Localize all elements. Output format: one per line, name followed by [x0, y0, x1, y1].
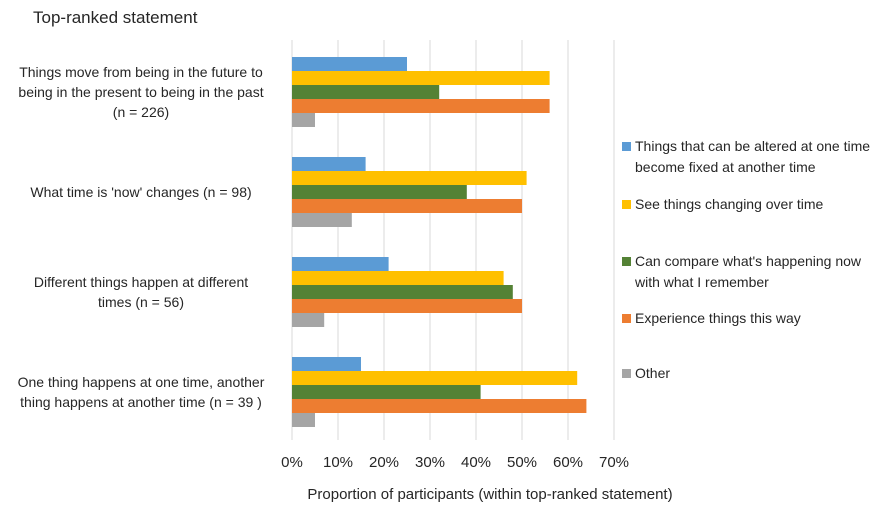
legend-swatch	[622, 142, 631, 151]
legend-item: Can compare what's happening now with wha…	[622, 253, 862, 290]
bar-other-0	[292, 113, 315, 127]
legend-label: Things that can be altered at one time be…	[635, 138, 870, 175]
bar-things-that-can-be-altered-at-one-time-become-fixed-at-another-time-0	[292, 57, 407, 71]
chart-title: Top-ranked statement	[33, 8, 198, 27]
x-tick-label: 50%	[507, 454, 537, 471]
category-label: One thing happens at one time, another th…	[18, 374, 265, 410]
bar-other-1	[292, 213, 352, 227]
legend-swatch	[622, 200, 631, 209]
legend-label: See things changing over time	[635, 196, 824, 212]
x-tick-labels: 0% 10% 20% 30% 40% 50% 60% 70%	[281, 454, 629, 471]
bar-experience-things-this-way-3	[292, 399, 587, 413]
legend-item: Other	[622, 365, 670, 381]
legend-label: Other	[635, 365, 670, 381]
category-labels: Things move from being in the future to b…	[18, 64, 265, 410]
category-label: Things move from being in the future to b…	[18, 64, 263, 120]
bar-experience-things-this-way-1	[292, 199, 522, 213]
legend-swatch	[622, 369, 631, 378]
legend-item: Things that can be altered at one time be…	[622, 138, 870, 175]
x-tick-label: 10%	[323, 454, 353, 471]
x-tick-label: 70%	[599, 454, 629, 471]
legend-label: Can compare what's happening now with wha…	[634, 253, 862, 290]
bar-experience-things-this-way-2	[292, 299, 522, 313]
legend-label: Experience things this way	[635, 310, 801, 326]
x-axis-label: Proportion of participants (within top-r…	[307, 486, 672, 503]
category-label: Different things happen at different time…	[34, 274, 248, 310]
bar-can-compare-what-s-happening-now-with-what-i-remember-1	[292, 185, 467, 199]
bars	[292, 57, 587, 427]
bar-other-2	[292, 313, 325, 327]
bar-see-things-changing-over-time-2	[292, 271, 504, 285]
bar-can-compare-what-s-happening-now-with-what-i-remember-3	[292, 385, 481, 399]
legend-item: Experience things this way	[622, 310, 801, 326]
legend-item: See things changing over time	[622, 196, 824, 212]
legend-swatch	[622, 314, 631, 323]
bar-see-things-changing-over-time-3	[292, 371, 578, 385]
x-tick-label: 60%	[553, 454, 583, 471]
bar-see-things-changing-over-time-0	[292, 71, 550, 85]
legend-swatch	[622, 257, 631, 266]
x-tick-label: 20%	[369, 454, 399, 471]
bar-see-things-changing-over-time-1	[292, 171, 527, 185]
bar-can-compare-what-s-happening-now-with-what-i-remember-0	[292, 85, 440, 99]
bar-can-compare-what-s-happening-now-with-what-i-remember-2	[292, 285, 513, 299]
bar-things-that-can-be-altered-at-one-time-become-fixed-at-another-time-3	[292, 357, 361, 371]
x-tick-label: 30%	[415, 454, 445, 471]
category-label: What time is 'now' changes (n = 98)	[30, 184, 251, 200]
legend: Things that can be altered at one time be…	[622, 138, 870, 381]
bar-things-that-can-be-altered-at-one-time-become-fixed-at-another-time-1	[292, 157, 366, 171]
bar-things-that-can-be-altered-at-one-time-become-fixed-at-another-time-2	[292, 257, 389, 271]
x-tick-label: 0%	[281, 454, 303, 471]
bar-experience-things-this-way-0	[292, 99, 550, 113]
bar-other-3	[292, 413, 315, 427]
x-tick-label: 40%	[461, 454, 491, 471]
